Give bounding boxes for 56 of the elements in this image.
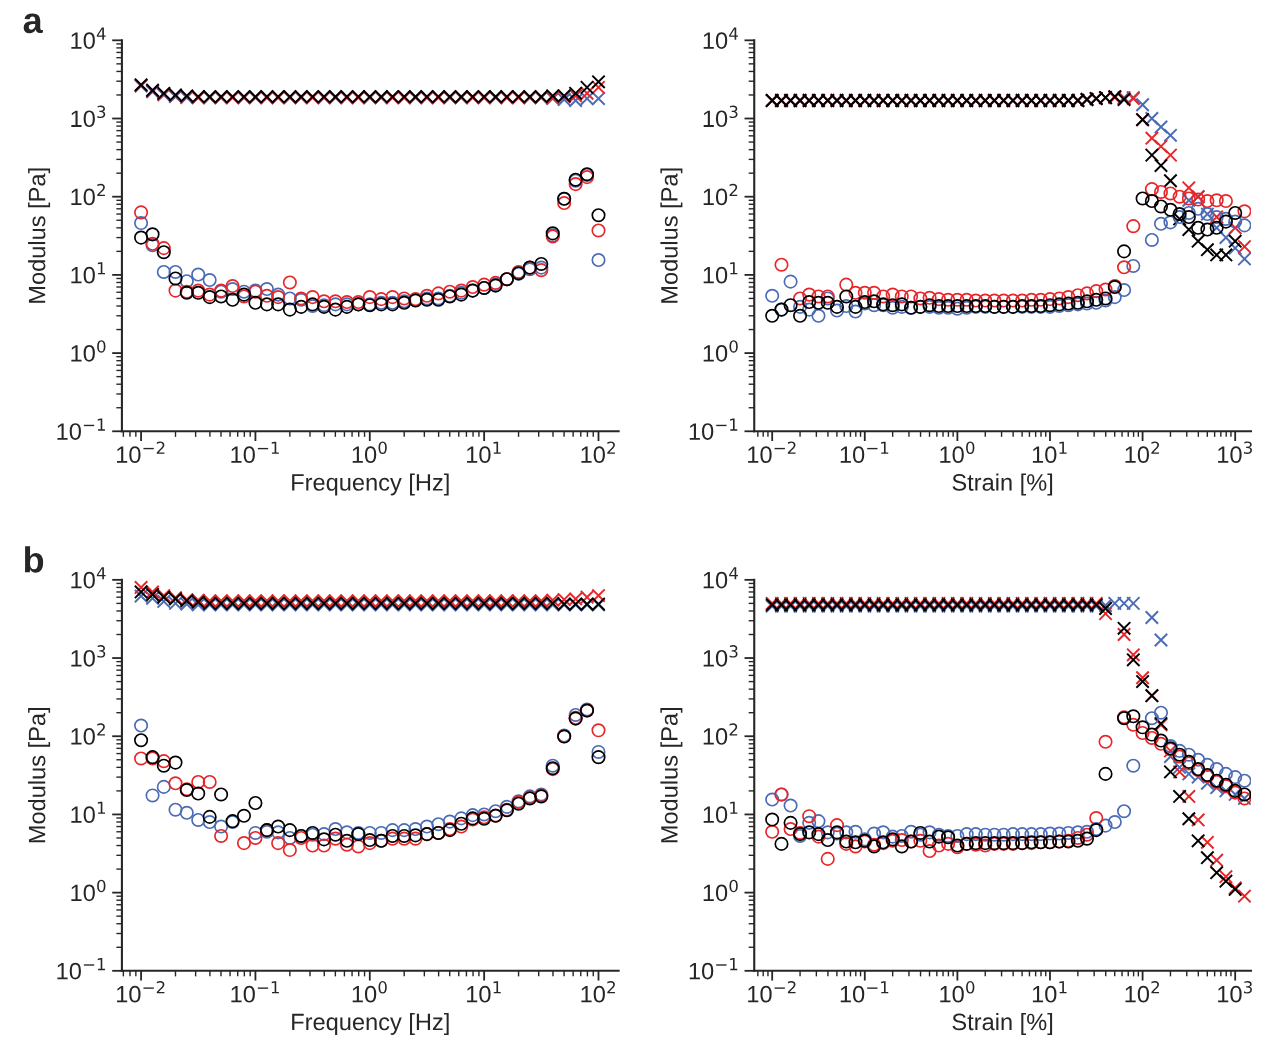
y-tick-label: 10$^{−1}$ bbox=[689, 418, 738, 440]
x-tick-label: 10$^{−2}$ bbox=[748, 441, 796, 464]
x-tick-label: 10$^{−1}$ bbox=[840, 981, 889, 1003]
y-tick-label: 10$^{3}$ bbox=[71, 645, 106, 667]
y-tick-label: 10$^{4}$ bbox=[703, 27, 738, 49]
x-tick-label: 10$^{2}$ bbox=[581, 441, 615, 464]
chart-title: a bbox=[23, 13, 43, 34]
x-tick-label: 10$^{1}$ bbox=[1032, 981, 1067, 1003]
y-tick-label: 10$^{1}$ bbox=[703, 262, 738, 284]
x-tick-label: 10$^{1}$ bbox=[467, 441, 501, 464]
x-tick-label: 10$^{2}$ bbox=[1125, 441, 1160, 464]
y-tick-label: 10$^{0}$ bbox=[71, 340, 106, 362]
y-tick-label: 10$^{3}$ bbox=[703, 645, 738, 667]
y-tick-label: 10$^{0}$ bbox=[703, 340, 738, 362]
y-tick-label: 10$^{−1}$ bbox=[57, 958, 105, 980]
y-tick-label: 10$^{2}$ bbox=[703, 183, 738, 206]
x-tick-label: 10$^{−1}$ bbox=[231, 441, 279, 464]
y-tick-label: 10$^{3}$ bbox=[71, 105, 106, 128]
x-tick-label: 10$^{3}$ bbox=[1218, 441, 1252, 464]
x-tick-label: 10$^{−2}$ bbox=[117, 441, 165, 464]
y-axis-title: Modulus [Pa] bbox=[660, 168, 683, 303]
y-tick-label: 10$^{−1}$ bbox=[689, 958, 738, 980]
x-tick-label: 10$^{1}$ bbox=[1032, 441, 1067, 464]
y-tick-label: 10$^{0}$ bbox=[71, 879, 106, 902]
x-tick-label: 10$^{0}$ bbox=[352, 981, 387, 1003]
x-axis-title: Strain [%] bbox=[952, 1012, 1053, 1035]
x-tick-label: 10$^{0}$ bbox=[940, 981, 975, 1003]
x-tick-label: 10$^{−1}$ bbox=[231, 981, 279, 1003]
x-tick-label: 10$^{2}$ bbox=[1125, 981, 1160, 1003]
x-tick-label: 10$^{3}$ bbox=[1218, 981, 1252, 1003]
y-tick-label: 10$^{4}$ bbox=[71, 27, 106, 49]
y-tick-label: 10$^{−1}$ bbox=[57, 418, 105, 440]
y-tick-label: 10$^{1}$ bbox=[703, 801, 738, 824]
x-tick-label: 10$^{−1}$ bbox=[840, 441, 889, 464]
y-tick-label: 10$^{4}$ bbox=[71, 567, 106, 589]
y-axis-title: Modulus [Pa] bbox=[660, 708, 683, 843]
y-tick-label: 10$^{2}$ bbox=[703, 723, 738, 745]
x-tick-label: 10$^{0}$ bbox=[940, 441, 975, 464]
x-tick-label: 10$^{−2}$ bbox=[117, 981, 165, 1003]
y-tick-label: 10$^{0}$ bbox=[703, 879, 738, 902]
y-tick-label: 10$^{2}$ bbox=[71, 723, 105, 745]
x-tick-label: 10$^{2}$ bbox=[581, 981, 615, 1003]
y-axis-title: Modulus [Pa] bbox=[28, 168, 51, 303]
x-tick-label: 10$^{−2}$ bbox=[748, 981, 796, 1003]
y-tick-label: 10$^{2}$ bbox=[71, 183, 105, 206]
x-axis-title: Frequency [Hz] bbox=[292, 473, 449, 496]
y-tick-label: 10$^{4}$ bbox=[703, 567, 738, 589]
y-tick-label: 10$^{3}$ bbox=[703, 105, 738, 128]
x-tick-label: 10$^{0}$ bbox=[352, 441, 387, 464]
x-axis-title: Frequency [Hz] bbox=[292, 1012, 449, 1035]
y-tick-label: 10$^{1}$ bbox=[71, 262, 106, 284]
x-axis-title: Strain [%] bbox=[952, 473, 1053, 496]
x-tick-label: 10$^{1}$ bbox=[467, 981, 501, 1003]
y-axis-title: Modulus [Pa] bbox=[28, 708, 51, 843]
chart-title: b bbox=[24, 546, 44, 573]
y-tick-label: 10$^{1}$ bbox=[71, 801, 106, 824]
